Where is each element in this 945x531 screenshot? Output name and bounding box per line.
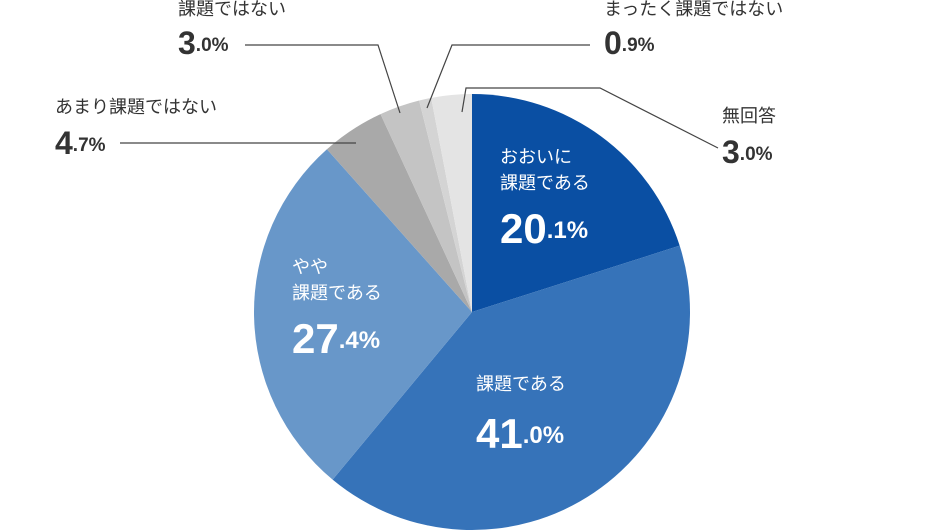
value-label: 4.7%	[55, 125, 106, 161]
pie-slice	[431, 94, 472, 312]
pie-slice	[326, 114, 472, 312]
pie-slice	[472, 94, 680, 312]
leader-line	[461, 87, 719, 149]
category-label: まったく課題ではない	[604, 0, 783, 19]
leader-line	[426, 44, 590, 109]
value-label: 0.9%	[604, 25, 655, 61]
value-label: 27.4%	[292, 315, 380, 362]
category-label: おおいに課題である	[500, 147, 590, 193]
pie-slice	[380, 100, 472, 313]
category-label: やや課題である	[292, 257, 382, 303]
pie-slice	[419, 97, 472, 312]
pie-slice	[332, 245, 690, 530]
category-label: 無回答	[722, 106, 776, 126]
category-label: あまり課題ではない	[55, 97, 217, 117]
pie-slice	[254, 149, 472, 480]
value-label: 3.0%	[178, 25, 229, 61]
leader-line	[245, 44, 401, 114]
category-label: 課題ではない	[178, 0, 286, 19]
value-label: 20.1%	[500, 205, 588, 252]
category-label: 課題である	[476, 374, 566, 394]
value-label: 3.0%	[722, 134, 773, 170]
value-label: 41.0%	[476, 410, 564, 457]
